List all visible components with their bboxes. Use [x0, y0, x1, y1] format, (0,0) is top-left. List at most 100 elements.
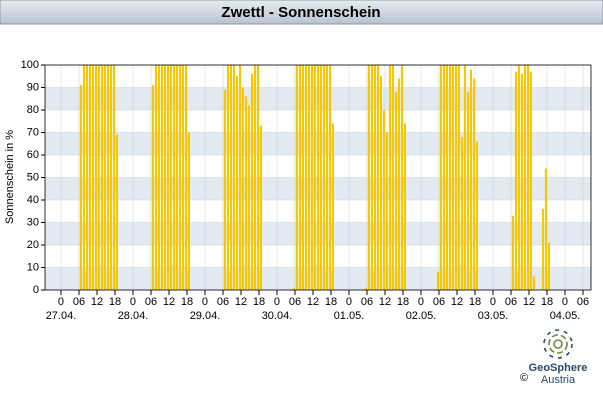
- x-tick-label: 06: [145, 296, 157, 308]
- bar: [520, 74, 523, 290]
- bar: [250, 74, 253, 290]
- bar: [388, 65, 391, 290]
- x-tick-label: 18: [109, 296, 121, 308]
- bar: [169, 65, 172, 290]
- bar: [106, 65, 109, 290]
- bar: [115, 134, 118, 290]
- bar: [385, 132, 388, 290]
- x-tick-label: 12: [379, 296, 391, 308]
- bar: [310, 65, 313, 290]
- bar: [322, 65, 325, 290]
- bar: [382, 110, 385, 290]
- bar: [91, 65, 94, 290]
- x-tick-label: 06: [433, 296, 445, 308]
- bar: [454, 65, 457, 290]
- y-tick-label: 0: [33, 284, 39, 296]
- bar: [163, 65, 166, 290]
- bar: [532, 276, 535, 290]
- bar: [160, 65, 163, 290]
- y-tick-label: 90: [27, 81, 39, 93]
- x-tick-label: 0: [346, 296, 352, 308]
- x-tick-label: 0: [490, 296, 496, 308]
- bar: [313, 65, 316, 290]
- x-tick-label: 0: [562, 296, 568, 308]
- y-tick-label: 80: [27, 104, 39, 116]
- bar: [151, 85, 154, 290]
- x-tick-label: 18: [541, 296, 553, 308]
- bar: [472, 78, 475, 290]
- bar: [319, 65, 322, 290]
- bar: [460, 137, 463, 290]
- bar: [442, 65, 445, 290]
- bar: [79, 85, 82, 290]
- x-tick-label: 12: [523, 296, 535, 308]
- date-label: 29.04.: [190, 310, 221, 322]
- x-tick-label: 06: [361, 296, 373, 308]
- x-tick-label: 18: [253, 296, 265, 308]
- bar: [451, 65, 454, 290]
- x-tick-label: 12: [91, 296, 103, 308]
- bar: [325, 65, 328, 290]
- bar: [523, 65, 526, 290]
- x-tick-label: 06: [577, 296, 589, 308]
- bar: [301, 65, 304, 290]
- x-tick-label: 12: [307, 296, 319, 308]
- bar: [544, 168, 547, 290]
- x-tick-label: 18: [325, 296, 337, 308]
- bar: [403, 123, 406, 290]
- bar: [379, 76, 382, 290]
- bar: [316, 65, 319, 290]
- x-tick-label: 06: [505, 296, 517, 308]
- bar: [331, 123, 334, 290]
- bar: [223, 89, 226, 290]
- x-tick-label: 0: [418, 296, 424, 308]
- y-tick-label: 10: [27, 261, 39, 273]
- x-tick-label: 0: [274, 296, 280, 308]
- date-label: 04.05.: [550, 310, 581, 322]
- bar: [541, 209, 544, 290]
- x-tick-label: 18: [397, 296, 409, 308]
- y-tick-label: 60: [27, 149, 39, 161]
- plot-border: [44, 64, 592, 291]
- x-tick-label: 06: [73, 296, 85, 308]
- bar: [241, 87, 244, 290]
- bar: [463, 65, 466, 290]
- date-label: 27.04.: [46, 310, 77, 322]
- bar: [469, 69, 472, 290]
- bar: [400, 65, 403, 290]
- bar: [514, 71, 517, 290]
- bar: [457, 65, 460, 290]
- bar: [436, 272, 439, 290]
- bar: [328, 65, 331, 290]
- copyright: ©: [520, 372, 528, 384]
- y-tick-label: 40: [27, 194, 39, 206]
- bar: [175, 65, 178, 290]
- bar: [526, 65, 529, 290]
- bar: [88, 65, 91, 290]
- x-tick-label: 06: [289, 296, 301, 308]
- bar: [397, 78, 400, 290]
- bar: [367, 65, 370, 290]
- bar: [511, 215, 514, 290]
- x-tick-label: 0: [130, 296, 136, 308]
- bar: [172, 65, 175, 290]
- bar: [247, 105, 250, 290]
- bar: [238, 65, 241, 290]
- bar: [97, 65, 100, 290]
- chart-title: Zwettl - Sonnenschein: [221, 4, 380, 21]
- bar: [157, 65, 160, 290]
- plot: 0 06 12 18 0 06 12 18 0 06 12 18 0 06 12 18 0 06 12 18 0 06 12…: [21, 59, 592, 322]
- date-label: 03.05.: [478, 310, 509, 322]
- y-tick-label: 20: [27, 239, 39, 251]
- bar: [178, 65, 181, 290]
- x-tick-label: 12: [451, 296, 463, 308]
- bar: [181, 65, 184, 290]
- x-tick-label: 12: [163, 296, 175, 308]
- bar: [253, 65, 256, 290]
- bar: [85, 65, 88, 290]
- date-label: 01.05.: [334, 310, 365, 322]
- date-label: 02.05.: [406, 310, 437, 322]
- logo-name: GeoSphere: [529, 362, 588, 374]
- bar: [94, 65, 97, 290]
- x-tick-label: 0: [58, 296, 64, 308]
